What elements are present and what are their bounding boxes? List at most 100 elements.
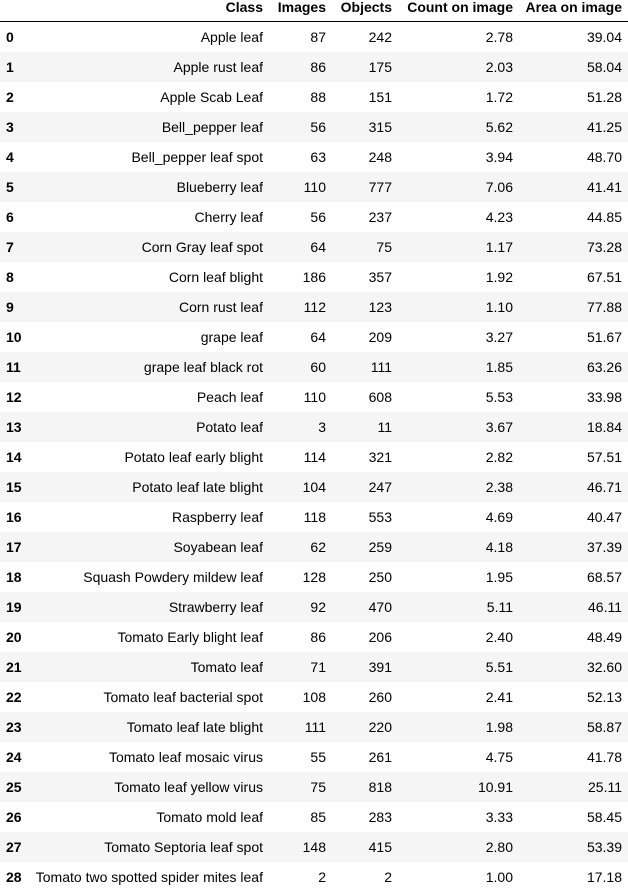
table-row: 0 Apple leaf 87 242 2.78 39.04: [0, 21, 628, 52]
count-on-image-cell: 2.41: [398, 682, 519, 712]
images-cell: 63: [269, 142, 332, 172]
class-cell: Raspberry leaf: [28, 502, 269, 532]
table-header-row: Class Images Objects Count on image Area…: [0, 0, 628, 22]
class-cell: grape leaf: [28, 322, 269, 352]
objects-cell: 470: [332, 592, 398, 622]
images-cell: 55: [269, 742, 332, 772]
count-on-image-cell: 1.10: [398, 292, 519, 322]
table-row: 10 grape leaf 64 209 3.27 51.67: [0, 322, 628, 352]
count-on-image-cell: 7.06: [398, 172, 519, 202]
images-cell: 108: [269, 682, 332, 712]
images-cell: 64: [269, 232, 332, 262]
header-area-on-image: Area on image: [519, 0, 628, 22]
count-on-image-cell: 1.85: [398, 352, 519, 382]
images-cell: 128: [269, 562, 332, 592]
count-on-image-cell: 4.75: [398, 742, 519, 772]
area-on-image-cell: 17.18: [519, 862, 628, 892]
class-cell: Corn rust leaf: [28, 292, 269, 322]
area-on-image-cell: 58.87: [519, 712, 628, 742]
row-index: 0: [0, 21, 28, 52]
row-index: 7: [0, 232, 28, 262]
area-on-image-cell: 41.78: [519, 742, 628, 772]
table-row: 11 grape leaf black rot 60 111 1.85 63.26: [0, 352, 628, 382]
row-index: 24: [0, 742, 28, 772]
images-cell: 104: [269, 472, 332, 502]
row-index: 26: [0, 802, 28, 832]
count-on-image-cell: 4.69: [398, 502, 519, 532]
objects-cell: 391: [332, 652, 398, 682]
area-on-image-cell: 48.49: [519, 622, 628, 652]
table-row: 28 Tomato two spotted spider mites leaf 2 2…: [0, 862, 628, 892]
header-objects: Objects: [332, 0, 398, 22]
objects-cell: 2: [332, 862, 398, 892]
table-row: 6 Cherry leaf 56 237 4.23 44.85: [0, 202, 628, 232]
row-index: 19: [0, 592, 28, 622]
class-cell: Apple leaf: [28, 21, 269, 52]
area-on-image-cell: 32.60: [519, 652, 628, 682]
row-index: 10: [0, 322, 28, 352]
row-index: 1: [0, 52, 28, 82]
table-row: 15 Potato leaf late blight 104 247 2.38 46.71: [0, 472, 628, 502]
area-on-image-cell: 51.67: [519, 322, 628, 352]
table-body: 0 Apple leaf 87 242 2.78 39.04 1 Apple rust lea…: [0, 21, 628, 892]
area-on-image-cell: 37.39: [519, 532, 628, 562]
objects-cell: 123: [332, 292, 398, 322]
count-on-image-cell: 2.82: [398, 442, 519, 472]
area-on-image-cell: 44.85: [519, 202, 628, 232]
row-index: 20: [0, 622, 28, 652]
class-cell: grape leaf black rot: [28, 352, 269, 382]
class-cell: Soyabean leaf: [28, 532, 269, 562]
class-cell: Potato leaf early blight: [28, 442, 269, 472]
class-cell: Bell_pepper leaf: [28, 112, 269, 142]
count-on-image-cell: 1.72: [398, 82, 519, 112]
table-row: 22 Tomato leaf bacterial spot 108 260 2.41 52…: [0, 682, 628, 712]
class-cell: Blueberry leaf: [28, 172, 269, 202]
images-cell: 56: [269, 112, 332, 142]
images-cell: 110: [269, 382, 332, 412]
row-index: 8: [0, 262, 28, 292]
area-on-image-cell: 68.57: [519, 562, 628, 592]
count-on-image-cell: 1.95: [398, 562, 519, 592]
objects-cell: 206: [332, 622, 398, 652]
objects-cell: 818: [332, 772, 398, 802]
row-index: 3: [0, 112, 28, 142]
table-row: 3 Bell_pepper leaf 56 315 5.62 41.25: [0, 112, 628, 142]
header-index: [0, 0, 28, 22]
images-cell: 118: [269, 502, 332, 532]
count-on-image-cell: 1.17: [398, 232, 519, 262]
objects-cell: 777: [332, 172, 398, 202]
images-cell: 62: [269, 532, 332, 562]
class-cell: Corn leaf blight: [28, 262, 269, 292]
area-on-image-cell: 46.71: [519, 472, 628, 502]
objects-cell: 321: [332, 442, 398, 472]
area-on-image-cell: 41.25: [519, 112, 628, 142]
images-cell: 92: [269, 592, 332, 622]
objects-cell: 553: [332, 502, 398, 532]
images-cell: 86: [269, 52, 332, 82]
class-cell: Tomato leaf mosaic virus: [28, 742, 269, 772]
table-row: 2 Apple Scab Leaf 88 151 1.72 51.28: [0, 82, 628, 112]
table-row: 17 Soyabean leaf 62 259 4.18 37.39: [0, 532, 628, 562]
area-on-image-cell: 39.04: [519, 21, 628, 52]
area-on-image-cell: 40.47: [519, 502, 628, 532]
area-on-image-cell: 58.04: [519, 52, 628, 82]
count-on-image-cell: 10.91: [398, 772, 519, 802]
objects-cell: 261: [332, 742, 398, 772]
class-cell: Tomato leaf: [28, 652, 269, 682]
table-row: 18 Squash Powdery mildew leaf 128 250 1.95 68…: [0, 562, 628, 592]
objects-cell: 209: [332, 322, 398, 352]
objects-cell: 237: [332, 202, 398, 232]
area-on-image-cell: 58.45: [519, 802, 628, 832]
class-cell: Bell_pepper leaf spot: [28, 142, 269, 172]
class-cell: Squash Powdery mildew leaf: [28, 562, 269, 592]
count-on-image-cell: 1.98: [398, 712, 519, 742]
area-on-image-cell: 77.88: [519, 292, 628, 322]
table-row: 13 Potato leaf 3 11 3.67 18.84: [0, 412, 628, 442]
table-row: 14 Potato leaf early blight 114 321 2.82 57.5…: [0, 442, 628, 472]
row-index: 16: [0, 502, 28, 532]
class-cell: Tomato leaf bacterial spot: [28, 682, 269, 712]
objects-cell: 250: [332, 562, 398, 592]
class-cell: Tomato Early blight leaf: [28, 622, 269, 652]
objects-cell: 248: [332, 142, 398, 172]
